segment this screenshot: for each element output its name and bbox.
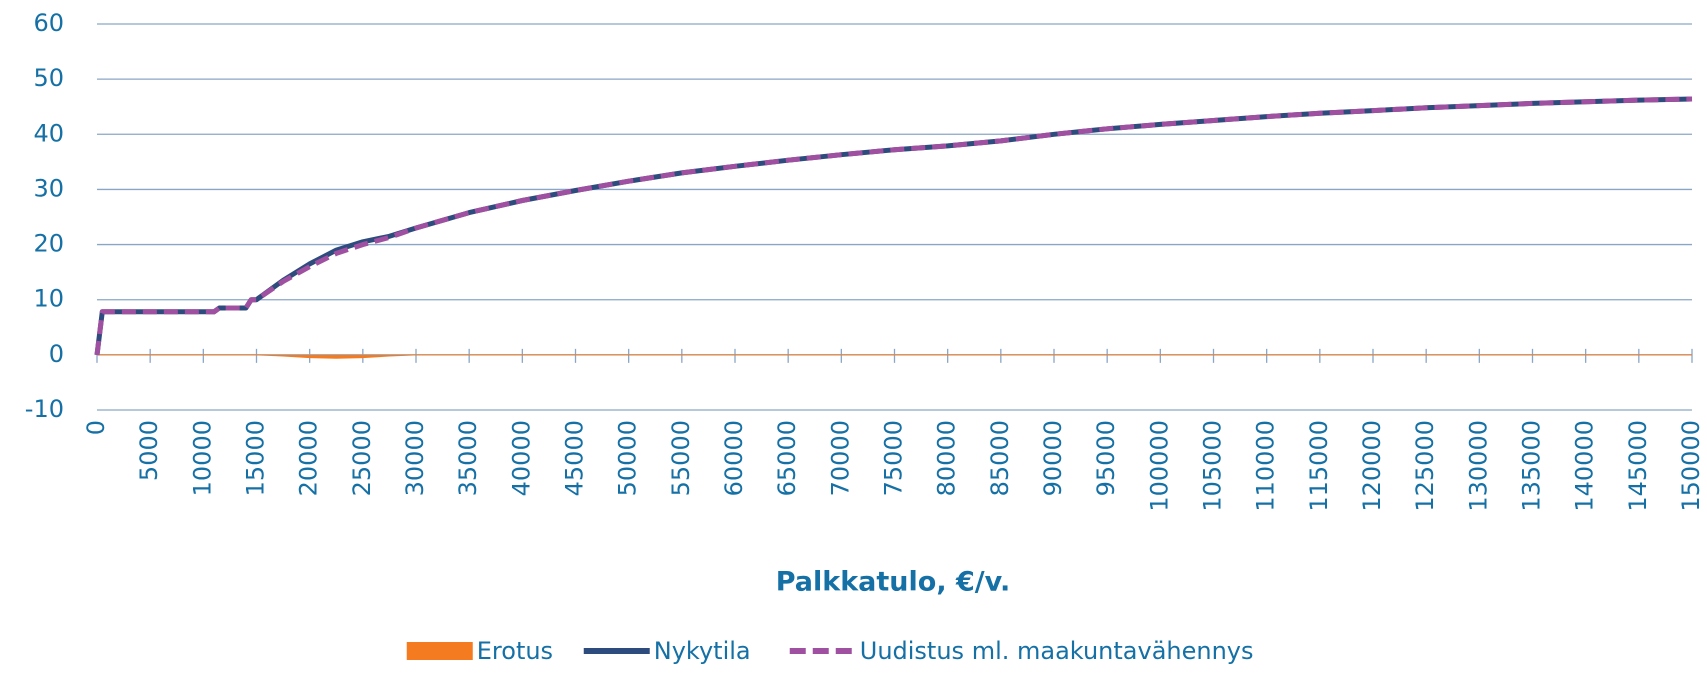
x-tick-label: 80000 xyxy=(933,420,961,496)
x-tick-label: 55000 xyxy=(667,420,695,496)
legend-label: Uudistus ml. maakuntavähennys xyxy=(860,637,1254,665)
x-tick-label: 10000 xyxy=(188,420,216,496)
x-tick-label: 120000 xyxy=(1358,420,1386,512)
line xyxy=(94,96,1693,356)
legend-label: Nykytila xyxy=(654,637,751,665)
x-tick-label: 105000 xyxy=(1199,420,1227,512)
x-tick-label: 5000 xyxy=(135,420,163,481)
x-tick-label: 40000 xyxy=(507,420,535,496)
x-tick-label: 30000 xyxy=(401,420,429,496)
x-tick-label: 150000 xyxy=(1677,420,1705,512)
y-tick-label: 20 xyxy=(33,230,64,258)
x-tick-label: 145000 xyxy=(1624,420,1652,512)
x-tick-label: 115000 xyxy=(1305,420,1333,512)
y-tick-label: -10 xyxy=(25,395,64,423)
y-tick-label: 10 xyxy=(33,285,64,313)
x-tick-label: 85000 xyxy=(986,420,1014,496)
x-tick-label: 60000 xyxy=(720,420,748,496)
y-tick-label: 30 xyxy=(33,174,64,202)
x-tick-label: 135000 xyxy=(1518,420,1546,512)
x-tick-label: 130000 xyxy=(1464,420,1492,512)
x-tick-label: 50000 xyxy=(614,420,642,496)
area xyxy=(97,354,1692,359)
x-tick-label: 110000 xyxy=(1252,420,1280,512)
line xyxy=(94,96,1693,356)
x-tick-label: 100000 xyxy=(1145,420,1173,512)
x-tick-label: 20000 xyxy=(295,420,323,496)
x-tick-label: 90000 xyxy=(1039,420,1067,496)
y-tick-label: 50 xyxy=(33,64,64,92)
x-tick-label: 140000 xyxy=(1571,420,1599,512)
x-tick-label: 35000 xyxy=(454,420,482,496)
x-tick-label: 45000 xyxy=(561,420,589,496)
x-tick-label: 70000 xyxy=(826,420,854,496)
y-tick-label: 0 xyxy=(49,340,64,368)
x-tick-label: 25000 xyxy=(348,420,376,496)
x-tick-label: 15000 xyxy=(242,420,270,496)
x-tick-label: 0 xyxy=(82,420,110,435)
x-tick-label: 65000 xyxy=(773,420,801,496)
x-axis-title: Palkkatulo, €/v. xyxy=(776,567,1011,598)
x-tick-label: 75000 xyxy=(880,420,908,496)
legend-label: Erotus xyxy=(477,637,553,665)
x-tick-label: 95000 xyxy=(1092,420,1120,496)
x-tick-label: 125000 xyxy=(1411,420,1439,512)
y-tick-label: 60 xyxy=(33,9,64,37)
legend-swatch xyxy=(406,642,473,660)
y-tick-label: 40 xyxy=(33,119,64,147)
